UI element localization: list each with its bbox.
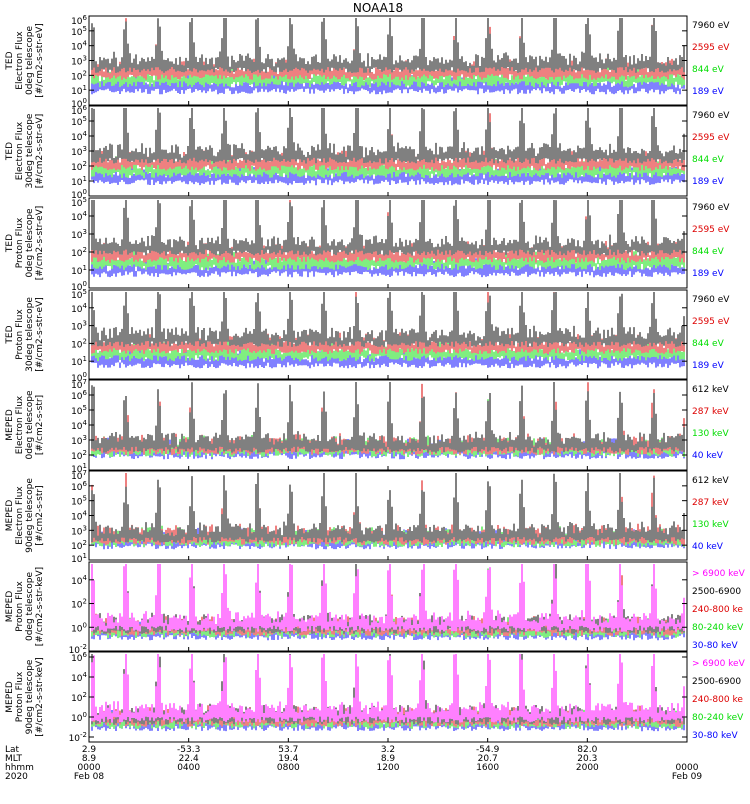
y-tick-label: 101 <box>71 175 87 188</box>
legend-entry: 844 eV <box>692 339 725 349</box>
legend-entry: 2595 eV <box>692 133 730 143</box>
legend-entry: 2595 eV <box>692 225 730 235</box>
y-tick-label: 103 <box>71 55 87 68</box>
legend-entry: 2595 eV <box>692 43 730 53</box>
y-tick-label: 103 <box>71 320 87 333</box>
y-tick-label: 104 <box>71 210 87 223</box>
y-tick-label: 104 <box>71 130 87 143</box>
y-tick-label: 102 <box>71 69 87 82</box>
legend-entry: 844 eV <box>692 155 725 165</box>
y-axis-label-line: 0deg telescope <box>25 208 35 278</box>
y-tick-label: 104 <box>71 302 87 315</box>
legend-entry: 7960 eV <box>692 111 730 121</box>
y-tick-label: 103 <box>71 228 87 241</box>
series-trace <box>92 108 684 164</box>
y-axis-label-line: Proton Flux <box>15 217 25 268</box>
y-axis-label-line: 30deg telescope <box>25 297 35 372</box>
y-tick-label: 102 <box>71 160 87 173</box>
legend-entry: 7960 eV <box>692 295 730 305</box>
series-trace <box>92 292 684 347</box>
y-axis-label: TEDProton Flux0deg telescope[#/cm2-s-str… <box>5 206 45 281</box>
y-axis-label-line: 30deg telescope <box>25 113 35 188</box>
y-axis-label: TEDProton Flux30deg telescope[#/cm2-s-st… <box>5 297 45 372</box>
y-axis-label-line: [#/cm2-s-str-eV] <box>35 23 45 98</box>
y-axis-label-line: TED <box>5 142 15 161</box>
y-tick-label: 101 <box>71 264 87 277</box>
legend-entry: 189 eV <box>692 87 725 97</box>
y-axis-label-line: Proton Flux <box>15 309 25 360</box>
y-axis-label-line: [#/cm2-s-str-eV] <box>35 297 45 372</box>
legend-entry: 189 eV <box>692 269 725 279</box>
y-tick-label: 103 <box>71 145 87 158</box>
y-axis-label-line: [#/cm2-s-str-eV] <box>35 206 45 281</box>
y-axis-label-line: 0deg telescope <box>25 26 35 96</box>
series-trace <box>92 18 684 73</box>
y-tick-label: 101 <box>71 84 87 97</box>
legend-entry: 844 eV <box>692 247 725 257</box>
y-axis-label-line: Electron Flux <box>15 31 25 90</box>
legend-entry: 189 eV <box>692 361 725 371</box>
y-tick-label: 101 <box>71 355 87 368</box>
y-axis-label: TEDElectron Flux30deg telescope[#/cm2-s-… <box>5 113 45 188</box>
y-axis-label-line: TED <box>5 325 15 344</box>
y-axis-label-line: Electron Flux <box>15 121 25 180</box>
y-tick-label: 102 <box>71 337 87 350</box>
y-tick-label: 104 <box>71 40 87 53</box>
legend-entry: 7960 eV <box>692 203 730 213</box>
y-axis-label: TEDElectron Flux0deg telescope[#/cm2-s-s… <box>5 23 45 98</box>
legend-entry: 7960 eV <box>692 21 730 31</box>
chart-title: NOAA18 <box>353 1 403 15</box>
legend-entry: 189 eV <box>692 177 725 187</box>
y-axis-label-line: TED <box>5 234 15 253</box>
y-axis-label-line: TED <box>5 51 15 70</box>
legend-entry: 844 eV <box>692 65 725 75</box>
legend-entry: 2595 eV <box>692 317 730 327</box>
y-axis-label-line: [#/cm2-s-str-eV] <box>35 114 45 189</box>
y-tick-label: 102 <box>71 246 87 259</box>
series-trace <box>92 200 684 256</box>
